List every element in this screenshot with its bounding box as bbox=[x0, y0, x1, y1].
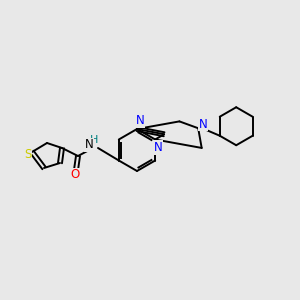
Text: N: N bbox=[154, 141, 163, 154]
Text: N: N bbox=[85, 139, 93, 152]
Text: H: H bbox=[90, 135, 98, 145]
Text: N: N bbox=[199, 118, 208, 131]
Text: O: O bbox=[70, 169, 80, 182]
Text: N: N bbox=[136, 115, 144, 128]
Text: S: S bbox=[24, 148, 32, 161]
